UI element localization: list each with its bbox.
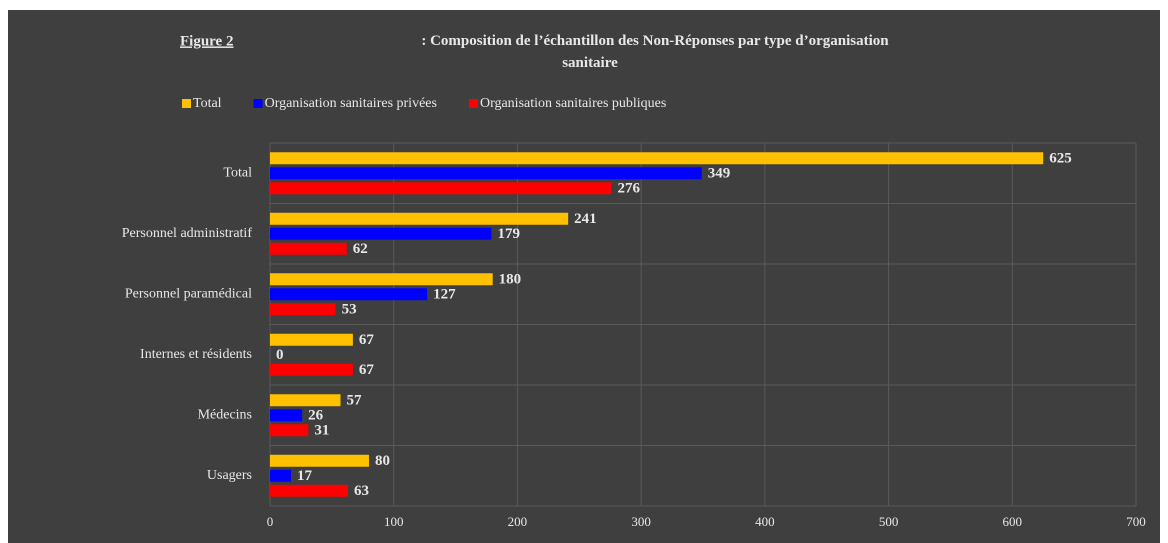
bar [270,152,1044,165]
bar [270,273,493,286]
data-label: 53 [342,302,357,318]
x-tick-label: 700 [1126,514,1146,529]
bar [270,167,702,180]
x-tick-label: 300 [631,514,651,529]
data-label: 276 [617,181,640,197]
y-tick-label: Médecins [198,407,252,422]
x-tick-label: 200 [508,514,528,529]
data-label: 180 [499,272,521,288]
data-label: 17 [297,468,313,484]
y-tick-label: Internes et résidents [140,347,252,362]
x-tick-label: 500 [879,514,899,529]
legend-label: Organisation sanitaires publiques [480,96,666,111]
data-label: 62 [353,241,368,257]
data-label: 349 [708,166,731,182]
y-tick-label: Personnel paramédical [125,286,252,301]
bar [270,424,309,437]
legend-label: Total [193,96,222,111]
data-label: 80 [375,453,390,469]
bar [270,409,303,422]
bar [270,363,353,376]
y-tick-label: Personnel administratif [122,226,253,241]
data-label: 57 [347,393,363,409]
x-tick-label: 0 [267,514,274,529]
legend-swatch [253,99,263,108]
bar [270,394,341,407]
data-label: 31 [314,423,329,439]
chart-title: : Composition de l’échantillon des Non-R… [421,33,889,71]
bar [270,242,347,255]
bar [270,484,348,497]
bar [270,303,336,316]
data-label: 179 [497,226,520,242]
bar [270,212,569,225]
data-label: 241 [574,211,597,227]
figure-label: Figure 2 [180,33,233,49]
legend-label: Organisation sanitaires privées [265,96,437,111]
y-tick-label: Usagers [207,468,252,483]
legend-swatch [468,99,478,108]
chart-background [8,10,1160,543]
bar [270,333,353,346]
bar [270,454,369,467]
bar [270,227,492,240]
data-label: 67 [359,362,375,378]
x-tick-label: 400 [755,514,775,529]
data-label: 0 [276,347,284,363]
x-tick-label: 100 [384,514,404,529]
data-label: 127 [433,287,456,303]
data-label: 67 [359,332,375,348]
data-label: 63 [354,483,369,499]
data-label: 26 [308,408,324,424]
x-tick-label: 600 [1003,514,1023,529]
bar [270,288,428,301]
bar [270,182,612,195]
bar [270,469,292,482]
y-tick-label: Total [223,165,252,180]
data-label: 625 [1049,151,1072,167]
legend-swatch [182,99,191,108]
